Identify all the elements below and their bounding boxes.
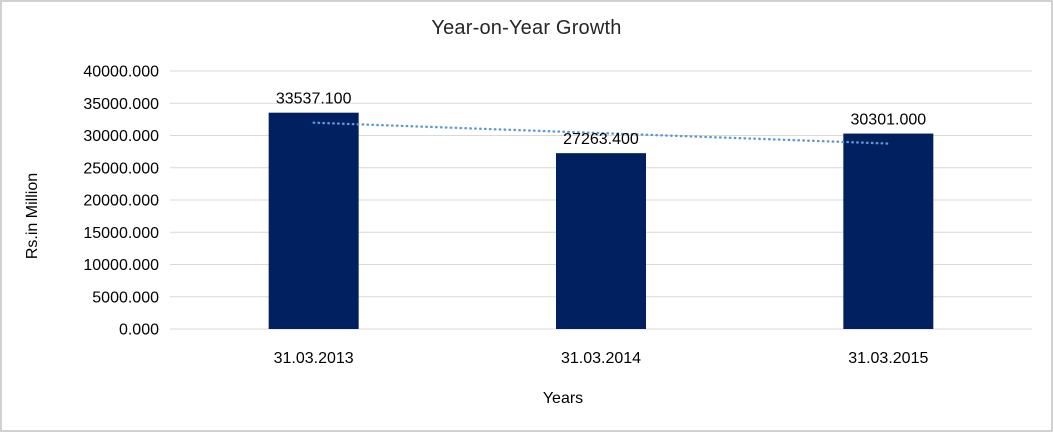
x-tick-label: 31.03.2015 — [848, 350, 928, 367]
bar — [556, 153, 646, 329]
data-label: 27263.400 — [563, 131, 639, 148]
data-label: 30301.000 — [851, 112, 927, 129]
y-tick-label: 30000.000 — [83, 128, 159, 145]
y-tick-label: 0.000 — [119, 322, 159, 339]
chart-title: Year-on-Year Growth — [431, 17, 622, 39]
y-tick-label: 5000.000 — [92, 289, 159, 306]
y-tick-label: 10000.000 — [83, 257, 159, 274]
y-tick-label: 40000.000 — [83, 64, 159, 81]
x-tick-label: 31.03.2013 — [274, 350, 354, 367]
x-axis-title: Years — [542, 390, 584, 407]
bar — [268, 112, 359, 330]
y-tick-label: 25000.000 — [83, 160, 159, 177]
trendline — [312, 121, 890, 145]
y-tick-label: 15000.000 — [83, 225, 159, 242]
data-label: 33537.100 — [276, 91, 352, 108]
y-tick-label: 35000.000 — [83, 96, 159, 113]
x-tick-label: 31.03.2014 — [561, 350, 641, 367]
bar — [843, 133, 934, 329]
y-tick-label: 20000.000 — [83, 193, 159, 210]
